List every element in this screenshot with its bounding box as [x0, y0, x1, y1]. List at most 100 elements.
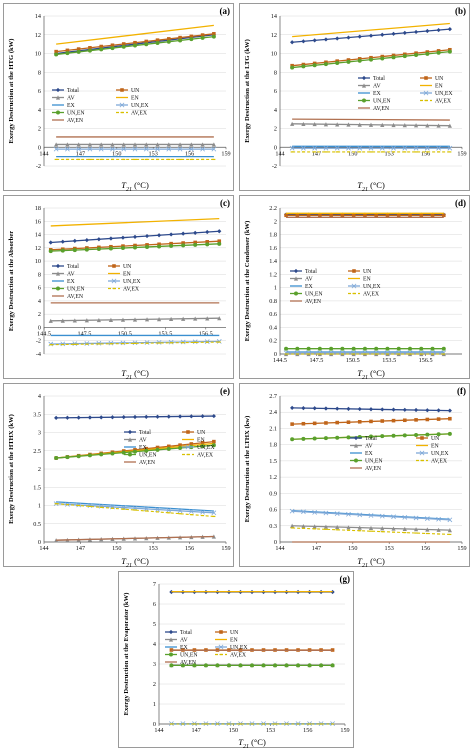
data-point: [295, 213, 300, 218]
data-point: [122, 508, 126, 510]
data-point: [385, 213, 390, 218]
data-point: [357, 34, 362, 39]
y-tick-label: 6: [38, 88, 41, 95]
legend-item: UN,EN: [358, 99, 391, 105]
data-point: [156, 317, 162, 322]
data-point: [122, 158, 126, 161]
data-point: [177, 146, 183, 152]
legend-item: UN,EX: [116, 102, 149, 109]
legend-label: EX: [365, 451, 374, 457]
data-point: [447, 49, 452, 54]
data-point: [72, 248, 77, 253]
data-point: [290, 422, 294, 426]
y-tick-label: 1.8: [269, 232, 277, 239]
data-point: [402, 514, 408, 520]
data-point: [128, 452, 132, 457]
data-point: [200, 142, 205, 147]
data-point: [295, 346, 300, 351]
data-point: [88, 158, 92, 161]
data-point: [447, 145, 453, 151]
data-point: [211, 34, 216, 39]
data-point: [379, 513, 385, 519]
legend-item: EX: [350, 451, 374, 457]
legend-item: AV,EN: [124, 460, 156, 466]
x-tick-label: 147.5: [309, 357, 323, 364]
series-line: [50, 217, 220, 227]
data-point: [169, 652, 173, 657]
legend-item: UN: [108, 264, 132, 270]
legend: Total UN AV EN EX UN,EX UN,EN AV,EX AV,EN: [52, 263, 141, 300]
data-point: [447, 528, 452, 533]
data-point: [334, 145, 340, 151]
y-tick-label: 2: [38, 311, 41, 318]
y-tick-label: 2.5: [33, 448, 41, 455]
data-point: [132, 142, 138, 147]
data-point: [144, 510, 148, 512]
y-tick-label: 1.8: [269, 442, 277, 449]
y-tick-label: 8: [274, 69, 277, 76]
data-point: [335, 36, 340, 41]
panel-letter: (e): [220, 386, 230, 396]
legend-label: UN: [131, 88, 140, 94]
data-point: [144, 233, 150, 239]
legend-item: UN,EN: [350, 459, 383, 465]
data-point: [312, 121, 317, 127]
data-point: [354, 458, 358, 463]
data-point: [181, 243, 186, 248]
data-point: [211, 142, 216, 147]
data-point: [368, 407, 374, 412]
data-point: [205, 341, 209, 343]
data-point: [121, 42, 126, 46]
data-point: [215, 723, 219, 725]
y-tick-label: 4: [38, 107, 41, 114]
legend-item: Total: [52, 263, 79, 270]
legend-label: UN,EX: [230, 645, 248, 651]
legend-label: EX: [180, 645, 189, 651]
legend-item: UN: [348, 269, 372, 275]
data-point: [166, 414, 171, 419]
legend-item: AV,EX: [116, 111, 148, 117]
data-point: [99, 452, 104, 457]
y-tick-label: 0: [38, 324, 41, 331]
data-point: [413, 123, 419, 128]
data-point: [76, 47, 81, 51]
legend-item: UN,EN: [124, 453, 157, 459]
data-point: [85, 343, 89, 345]
legend-label: UN,EN: [365, 459, 383, 465]
data-point: [380, 407, 385, 412]
data-point: [211, 510, 217, 516]
data-point: [120, 88, 124, 92]
y-tick-label: 18: [35, 205, 41, 212]
data-point: [96, 340, 102, 346]
data-point: [413, 145, 419, 151]
data-point: [362, 346, 367, 351]
data-point: [335, 61, 340, 66]
data-point: [55, 263, 61, 269]
data-point: [323, 145, 329, 151]
y-tick-label: 14: [35, 13, 41, 20]
legend: Total UN AV EN EX UN,EX UN,EN AV,EX AV,EN: [350, 435, 449, 472]
series-ex: [56, 501, 214, 512]
legend-label: AV,EN: [305, 299, 322, 305]
x-tick-label: 156.5: [199, 330, 213, 337]
data-point: [324, 528, 328, 530]
data-point: [368, 122, 374, 127]
data-point: [346, 420, 351, 424]
series-un-en: [290, 49, 452, 70]
legend-item: UN: [416, 436, 440, 442]
data-point: [219, 653, 223, 656]
data-point: [99, 506, 103, 508]
y-axis-title: Exergy Destruction at the HTG (kW): [8, 39, 15, 144]
data-point: [48, 249, 53, 254]
data-point: [346, 122, 351, 127]
legend-item: AV,EX: [348, 292, 380, 298]
legend-item: UN,EX: [416, 450, 449, 457]
data-point: [133, 342, 137, 344]
data-point: [436, 432, 441, 437]
data-point: [414, 433, 419, 438]
data-point: [166, 142, 171, 147]
x-tick-label: 144: [39, 150, 48, 157]
data-point: [88, 46, 92, 50]
data-point: [423, 90, 429, 96]
legend-label: AV: [180, 638, 188, 644]
